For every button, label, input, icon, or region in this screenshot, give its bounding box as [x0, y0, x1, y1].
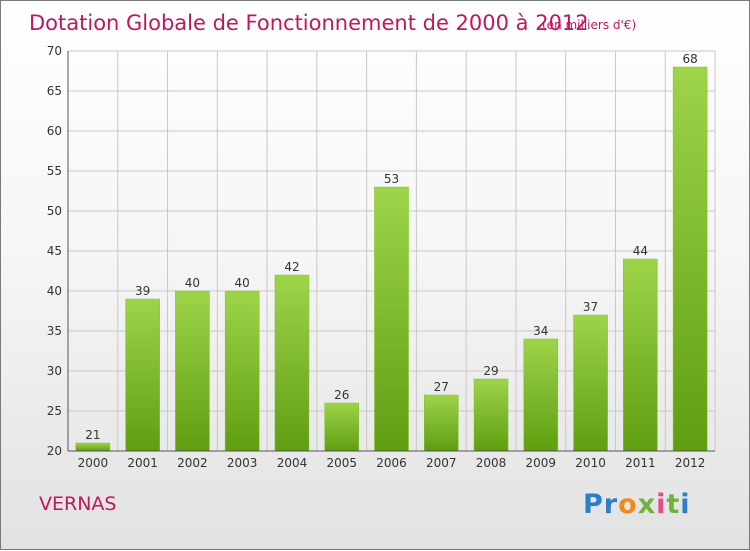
bar	[374, 186, 409, 452]
bar	[125, 298, 160, 452]
brand-logo-letter: o	[618, 489, 638, 520]
location-label: VERNAS	[39, 493, 117, 515]
labels: 20 25 30 35 40 45 50 55 60 65 70 21 2000 39 2001 40 2002…	[47, 44, 706, 470]
y-tick-label: 70	[47, 44, 62, 58]
bar	[75, 442, 111, 452]
x-tick-label: 2000	[78, 456, 109, 470]
bar	[274, 274, 310, 452]
chart-subtitle: (en milliers d'€)	[542, 18, 636, 32]
bar-value-label: 29	[483, 364, 498, 378]
bar	[473, 378, 509, 452]
brand-logo-letter: t	[666, 489, 681, 520]
y-tick-label: 50	[47, 204, 62, 218]
bar-value-label: 26	[334, 388, 349, 402]
y-tick-label: 55	[47, 164, 62, 178]
y-tick-label: 20	[47, 444, 62, 458]
x-tick-label: 2010	[575, 456, 606, 470]
y-tick-label: 45	[47, 244, 62, 258]
x-tick-label: 2008	[476, 456, 507, 470]
bar-value-label: 44	[633, 244, 648, 258]
brand-logo-letter: i	[680, 489, 691, 520]
x-tick-label: 2011	[625, 456, 656, 470]
bar	[573, 314, 608, 452]
bar-value-label: 21	[85, 428, 100, 442]
x-tick-label: 2009	[526, 456, 557, 470]
y-tick-label: 25	[47, 404, 62, 418]
bar-value-label: 39	[135, 284, 150, 298]
x-tick-label: 2006	[376, 456, 407, 470]
bar-value-label: 40	[185, 276, 200, 290]
bar	[523, 338, 559, 452]
bar	[623, 258, 658, 452]
bar-value-label: 34	[533, 324, 548, 338]
bar	[324, 402, 359, 452]
x-tick-label: 2012	[675, 456, 706, 470]
bar-value-label: 37	[583, 300, 598, 314]
y-tick-label: 65	[47, 84, 62, 98]
bars	[75, 66, 708, 452]
x-tick-label: 2005	[326, 456, 357, 470]
bar-value-label: 68	[682, 52, 697, 66]
bar-value-label: 53	[384, 172, 399, 186]
y-tick-label: 35	[47, 324, 62, 338]
chart-title: Dotation Globale de Fonctionnement de 20…	[29, 11, 589, 35]
y-tick-label: 60	[47, 124, 62, 138]
x-tick-label: 2001	[127, 456, 158, 470]
bar	[175, 290, 210, 452]
axes	[67, 51, 715, 452]
x-tick-label: 2002	[177, 456, 208, 470]
bar	[672, 66, 708, 452]
y-tick-label: 30	[47, 364, 62, 378]
x-tick-label: 2004	[277, 456, 308, 470]
brand-logo-letter: x	[637, 489, 657, 520]
bar-value-label: 40	[235, 276, 250, 290]
brand-logo-letter: i	[656, 489, 667, 520]
brand-logo-letter: r	[603, 489, 619, 520]
bar	[424, 394, 459, 452]
x-tick-label: 2007	[426, 456, 457, 470]
bar-value-label: 42	[284, 260, 299, 274]
bar	[224, 290, 260, 452]
bar-value-label: 27	[434, 380, 449, 394]
x-tick-label: 2003	[227, 456, 258, 470]
brand-logo-letter: P	[583, 489, 604, 520]
y-tick-label: 40	[47, 284, 62, 298]
brand-logo: Proxiti	[583, 489, 691, 520]
